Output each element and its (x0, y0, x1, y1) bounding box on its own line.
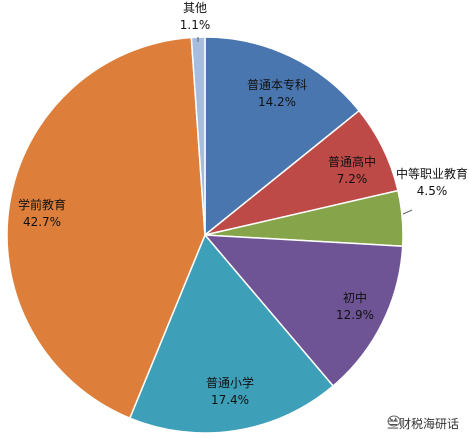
value-label: 4.5% (416, 184, 448, 198)
slice-label: 普通小学 17.4% (190, 375, 270, 409)
category-label: 其他 (182, 1, 207, 15)
wechat-icon (387, 415, 401, 427)
pie-slice (203, 234, 404, 388)
value-label: 17.4% (210, 393, 250, 407)
value-label: 7.2% (336, 172, 368, 186)
category-label: 普通高中 (327, 155, 376, 169)
watermark-text: 兰财税海研话 (386, 417, 459, 431)
slice-label: 普通高中 7.2% (312, 154, 392, 188)
slice-label: 普通本专科 14.2% (232, 77, 322, 111)
category-label: 普通本专科 (246, 78, 307, 92)
value-label: 42.7% (22, 215, 62, 229)
category-label: 初中 (342, 291, 367, 305)
category-label: 普通小学 (205, 376, 254, 390)
category-label: 学前教育 (17, 198, 66, 212)
pie-slice (6, 36, 206, 420)
category-label: 中等职业教育 (395, 167, 468, 181)
leader-line (402, 209, 413, 215)
value-label: 14.2% (257, 95, 297, 109)
slice-label: 中等职业教育 4.5% (395, 166, 469, 200)
value-label: 1.1% (179, 18, 211, 32)
pie-slice (204, 36, 361, 237)
watermark: 兰财税海研话 (387, 415, 459, 432)
slice-label: 初中 12.9% (325, 290, 385, 324)
value-label: 12.9% (335, 308, 375, 322)
slice-label: 学前教育 42.7% (2, 197, 82, 231)
slice-label: 其他 1.1% (170, 0, 220, 34)
pie-slice (128, 233, 335, 434)
